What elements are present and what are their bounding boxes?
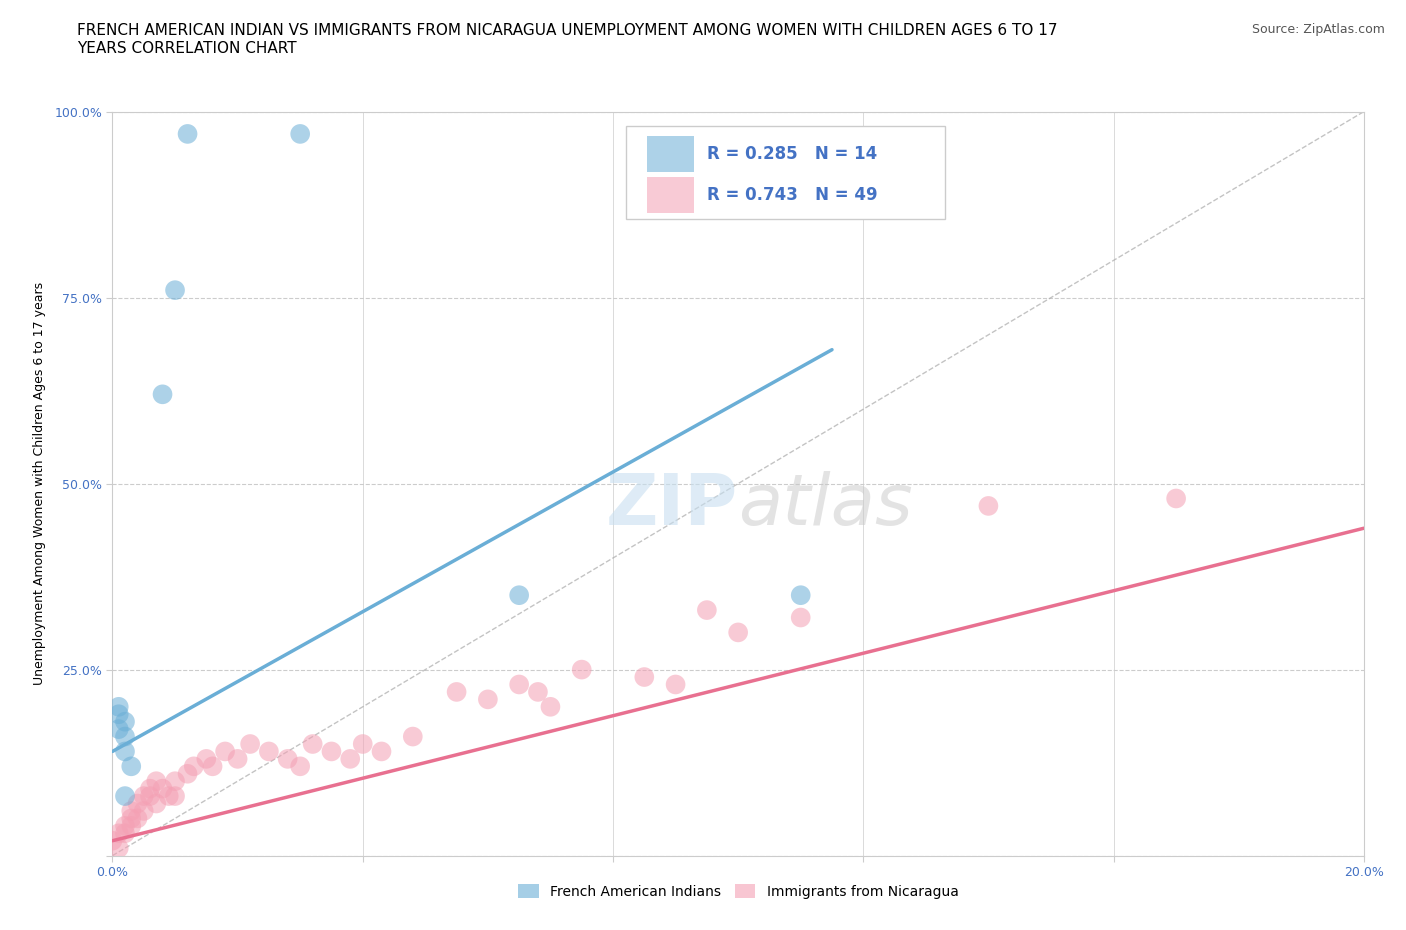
Text: FRENCH AMERICAN INDIAN VS IMMIGRANTS FROM NICARAGUA UNEMPLOYMENT AMONG WOMEN WIT: FRENCH AMERICAN INDIAN VS IMMIGRANTS FRO… <box>77 23 1057 56</box>
Point <box>163 774 186 789</box>
Point <box>571 662 593 677</box>
Point <box>201 759 224 774</box>
Point <box>107 722 129 737</box>
Y-axis label: Unemployment Among Women with Children Ages 6 to 17 years: Unemployment Among Women with Children A… <box>32 282 46 685</box>
Point <box>195 751 218 766</box>
Point <box>163 789 186 804</box>
Point <box>339 751 361 766</box>
Bar <box>647 177 695 213</box>
Point <box>114 714 136 729</box>
Point <box>139 781 162 796</box>
Point <box>277 751 299 766</box>
Point <box>145 774 167 789</box>
Text: Source: ZipAtlas.com: Source: ZipAtlas.com <box>1251 23 1385 36</box>
Point <box>107 707 129 722</box>
Point <box>352 737 374 751</box>
Point <box>127 811 149 826</box>
Point <box>157 789 180 804</box>
Point <box>257 744 280 759</box>
Point <box>226 751 249 766</box>
Point <box>183 759 205 774</box>
Point <box>290 126 312 141</box>
Point <box>477 692 499 707</box>
Point <box>114 789 136 804</box>
Point <box>446 684 468 699</box>
Point <box>508 677 530 692</box>
Point <box>152 387 174 402</box>
Point <box>370 744 392 759</box>
Point <box>127 796 149 811</box>
Point <box>132 789 155 804</box>
Point <box>176 126 198 141</box>
Point <box>508 588 530 603</box>
Point <box>114 744 136 759</box>
Point <box>977 498 1000 513</box>
Point <box>727 625 749 640</box>
Legend: French American Indians, Immigrants from Nicaragua: French American Indians, Immigrants from… <box>512 879 965 905</box>
Text: atlas: atlas <box>738 472 912 540</box>
Point <box>790 610 813 625</box>
Point <box>402 729 425 744</box>
Point <box>696 603 718 618</box>
Point <box>145 796 167 811</box>
FancyBboxPatch shape <box>626 126 945 219</box>
Point <box>239 737 262 751</box>
Point <box>107 841 129 856</box>
Point <box>664 677 686 692</box>
Point <box>214 744 236 759</box>
Point <box>139 789 162 804</box>
Point <box>107 826 129 841</box>
Point <box>101 833 124 848</box>
Point <box>290 759 312 774</box>
Point <box>790 588 813 603</box>
Point <box>1166 491 1188 506</box>
Point <box>540 699 562 714</box>
Point <box>120 818 142 833</box>
Point <box>633 670 655 684</box>
Text: R = 0.743   N = 49: R = 0.743 N = 49 <box>707 186 877 204</box>
Point <box>114 818 136 833</box>
Point <box>321 744 343 759</box>
Text: R = 0.285   N = 14: R = 0.285 N = 14 <box>707 145 877 163</box>
Point <box>176 766 198 781</box>
Point <box>114 826 136 841</box>
Bar <box>647 136 695 172</box>
Text: ZIP: ZIP <box>606 472 738 540</box>
Point <box>152 781 174 796</box>
Point <box>120 759 142 774</box>
Point <box>163 283 186 298</box>
Point <box>132 804 155 818</box>
Point <box>120 811 142 826</box>
Point <box>301 737 323 751</box>
Point <box>114 729 136 744</box>
Point <box>527 684 550 699</box>
Point <box>107 699 129 714</box>
Point <box>120 804 142 818</box>
